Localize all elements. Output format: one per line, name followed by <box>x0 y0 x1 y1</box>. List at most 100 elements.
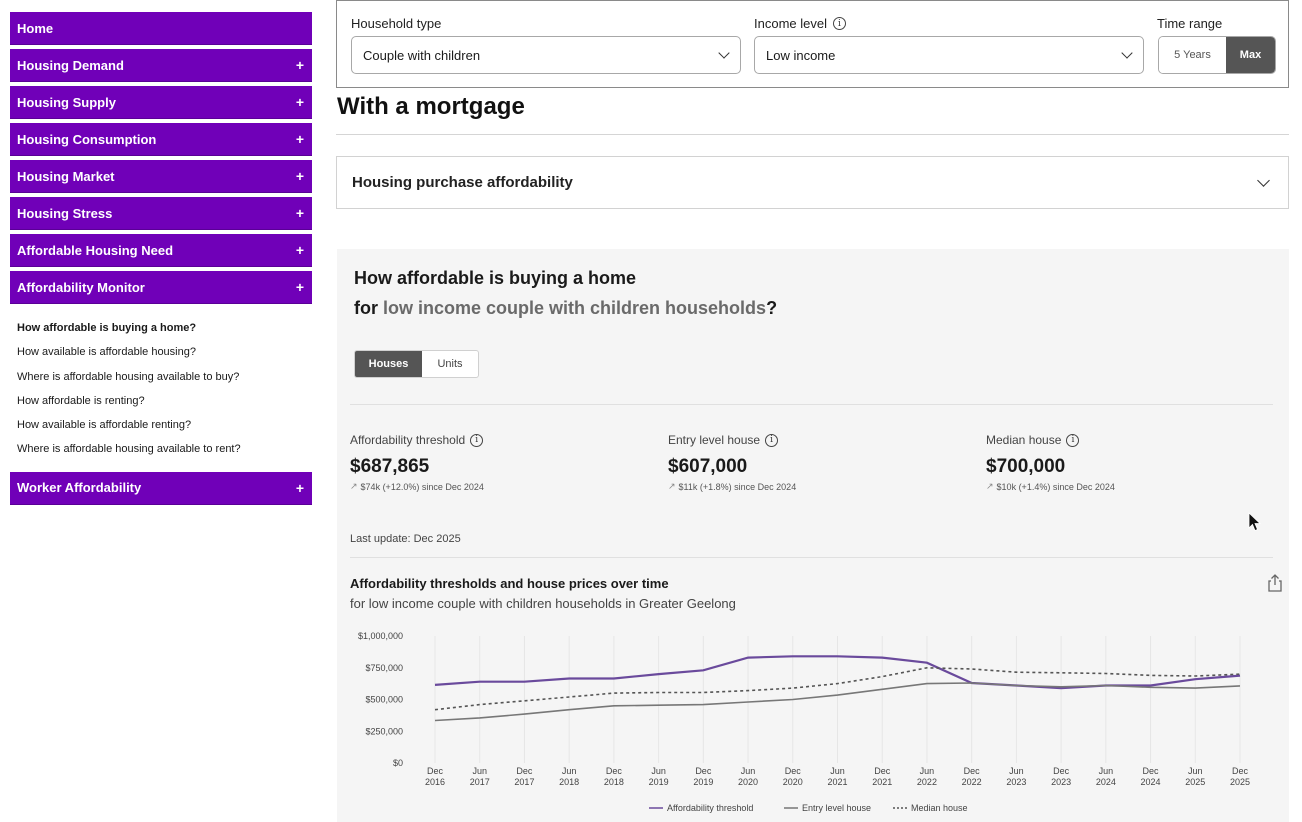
metric-change-text: $11k (+1.8%) since Dec 2024 <box>678 481 797 492</box>
plus-icon: + <box>295 242 304 258</box>
sidebar-item-housing-stress[interactable]: Housing Stress + <box>10 197 312 230</box>
metric-value: $700,000 <box>986 456 1066 477</box>
plus-icon: + <box>295 57 304 73</box>
metric-label-text: Entry level house <box>668 433 761 447</box>
housing-purchase-affordability-accordion[interactable]: Housing purchase affordability <box>336 156 1289 209</box>
time-range-max[interactable]: Max <box>1226 37 1275 73</box>
sidebar-subitem[interactable]: Where is affordable housing available to… <box>17 443 241 456</box>
trend-up-icon: ↗ <box>986 481 994 491</box>
x-tick-label: Dec 2021 <box>872 766 892 787</box>
x-tick-label: Dec 2023 <box>1051 766 1071 787</box>
question-highlight: low income couple with children househol… <box>383 298 767 318</box>
sidebar-item-label: Housing Supply <box>17 94 116 110</box>
x-tick-label: Jun 2017 <box>470 766 490 787</box>
sidebar-item-label: Affordable Housing Need <box>17 242 174 258</box>
sidebar-item-housing-demand[interactable]: Housing Demand + <box>10 49 312 82</box>
metric-value: $607,000 <box>668 456 748 477</box>
metric-change: ↗ $10k (+1.4%) since Dec 2024 <box>986 481 1115 492</box>
divider <box>336 134 1289 135</box>
x-tick-label: Dec 2022 <box>962 766 982 787</box>
income-level-value: Low income <box>766 47 836 63</box>
y-tick-label: $250,000 <box>365 726 403 736</box>
y-tick-label: $1,000,000 <box>358 631 403 641</box>
y-tick-label: $500,000 <box>365 695 403 705</box>
plus-icon: + <box>295 131 304 147</box>
divider <box>350 557 1273 558</box>
chevron-down-icon <box>1121 46 1133 59</box>
info-icon[interactable]: i <box>1066 433 1080 447</box>
trend-up-icon: ↗ <box>350 481 358 491</box>
income-level-select[interactable]: Low income <box>754 36 1144 74</box>
sidebar-subitem[interactable]: How available is affordable housing? <box>17 346 196 359</box>
plus-icon: + <box>295 279 304 295</box>
last-update: Last update: Dec 2025 <box>350 533 461 545</box>
plus-icon: + <box>295 94 304 110</box>
series-line-entry-level-house <box>434 682 1241 722</box>
x-tick-label: Dec 2016 <box>425 766 445 787</box>
metric-change: ↗ $11k (+1.8%) since Dec 2024 <box>668 481 796 492</box>
panel-question-context: for low income couple with children hous… <box>354 298 777 319</box>
info-icon[interactable]: i <box>832 17 846 30</box>
sidebar-item-label: Housing Market <box>17 168 115 184</box>
info-icon[interactable]: i <box>765 433 779 447</box>
chevron-down-icon <box>718 46 730 59</box>
metric-value: $687,865 <box>350 456 430 477</box>
tab-houses[interactable]: Houses <box>355 351 422 377</box>
x-tick-label: Jun 2021 <box>827 766 847 787</box>
household-type-select[interactable]: Couple with children <box>351 36 741 74</box>
sidebar-subitem[interactable]: How available is affordable renting? <box>17 419 192 432</box>
sidebar-item-label: Home <box>17 20 54 36</box>
time-range-label-text: Time range <box>1157 16 1223 31</box>
series-line-median-house <box>434 666 1241 711</box>
tab-units[interactable]: Units <box>437 358 463 370</box>
y-tick-label: $0 <box>393 758 403 768</box>
metric-entry-level-house: Entry level house i $607,000 ↗ $11k (+1.… <box>668 433 796 492</box>
sidebar-item-worker-affordability[interactable]: Worker Affordability + <box>10 471 312 505</box>
sidebar-item-affordability-monitor[interactable]: Affordability Monitor + <box>10 271 312 304</box>
sidebar-item-home[interactable]: Home <box>10 12 312 45</box>
sidebar-subitem[interactable]: How affordable is buying a home? <box>17 322 197 334</box>
filter-bar: Household type Couple with children Inco… <box>336 0 1289 88</box>
sidebar-item-affordable-housing-need[interactable]: Affordable Housing Need + <box>10 234 312 267</box>
metric-change-text: $10k (+1.4%) since Dec 2024 <box>996 481 1115 492</box>
sidebar-subitem[interactable]: Where is affordable housing available to… <box>17 370 240 383</box>
sidebar-subitem[interactable]: How affordable is renting? <box>17 394 145 407</box>
sidebar-item-housing-market[interactable]: Housing Market + <box>10 160 312 193</box>
x-tick-label: Jun 2019 <box>649 766 669 787</box>
x-tick-label: Jun 2024 <box>1096 766 1116 787</box>
household-type-label-text: Household type <box>351 16 442 31</box>
question-suffix: ? <box>766 298 778 318</box>
sidebar-item-label: Housing Consumption <box>17 131 157 147</box>
time-range-label: Time range <box>1157 16 1222 31</box>
accordion-label: Housing purchase affordability <box>352 174 573 191</box>
legend-label: Entry level house <box>802 803 871 813</box>
metric-label: Median house i <box>986 433 1115 447</box>
x-tick-label: Jun 2023 <box>1006 766 1026 787</box>
metric-label: Affordability threshold i <box>350 433 484 447</box>
share-icon[interactable] <box>1267 573 1283 593</box>
divider <box>350 404 1273 405</box>
panel-question: How affordable is buying a home <box>354 268 637 288</box>
x-tick-label: Jun 2020 <box>738 766 758 787</box>
metric-label-text: Affordability threshold <box>350 433 466 447</box>
x-tick-label: Dec 2025 <box>1230 766 1250 787</box>
info-icon[interactable]: i <box>470 433 484 447</box>
sidebar-item-label: Housing Stress <box>17 205 113 221</box>
chart-title: Affordability thresholds and house price… <box>350 576 669 591</box>
affordability-line-chart: $1,000,000 $750,000 $500,000 $250,000 $0 Dec 2… <box>358 631 1250 813</box>
income-level-label: Income level i <box>754 16 846 31</box>
plus-icon: + <box>295 168 304 184</box>
chevron-down-icon <box>1257 173 1270 187</box>
x-tick-label: Dec 2018 <box>604 766 624 787</box>
x-tick-label: Jun 2018 <box>559 766 579 787</box>
sidebar-subnav: How affordable is buying a home? How avai… <box>10 308 312 472</box>
sidebar-item-housing-consumption[interactable]: Housing Consumption + <box>10 123 312 156</box>
time-range-5-years[interactable]: 5 Years <box>1159 37 1226 73</box>
household-type-value: Couple with children <box>363 47 481 63</box>
metric-affordability-threshold: Affordability threshold i $687,865 ↗ $74… <box>350 433 484 492</box>
x-tick-label: Dec 2017 <box>514 766 534 787</box>
sidebar-item-label: Worker Affordability <box>17 480 142 496</box>
sidebar-item-housing-supply[interactable]: Housing Supply + <box>10 86 312 119</box>
section-title: With a mortgage <box>337 93 525 120</box>
metric-median-house: Median house i $700,000 ↗ $10k (+1.4%) s… <box>986 433 1115 492</box>
